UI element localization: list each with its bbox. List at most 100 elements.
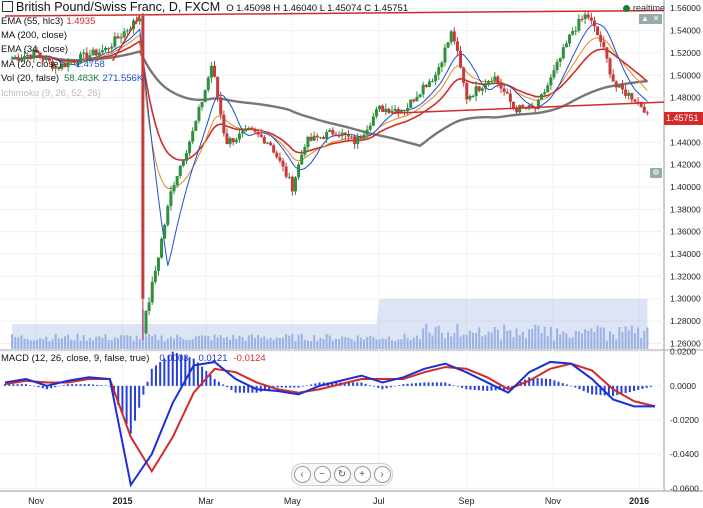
volume-bar xyxy=(132,340,135,349)
candle-body xyxy=(222,114,226,134)
volume-bar xyxy=(11,334,14,349)
volume-bar xyxy=(406,337,409,349)
macd-y-tick-label: -0.0400 xyxy=(670,449,699,459)
y-tick-label: 1.34000 xyxy=(670,249,701,259)
candle-body xyxy=(624,89,628,96)
macd-histogram-bar xyxy=(574,385,577,388)
chevron-left-icon[interactable]: ‹ xyxy=(293,466,311,483)
candle-body xyxy=(387,108,391,113)
indicator-volume[interactable]: Vol (20, false) 58.483K 271.556K xyxy=(1,73,143,84)
indicator-ma20[interactable]: MA (20, close) 1.4758 xyxy=(1,59,105,70)
volume-bar xyxy=(637,327,640,349)
volume-bar xyxy=(116,338,119,349)
volume-bar xyxy=(73,340,76,349)
candle-body xyxy=(259,134,263,138)
volume-bar xyxy=(101,337,104,349)
volume-bar xyxy=(612,334,615,349)
volume-bar xyxy=(275,337,278,349)
candle-body xyxy=(406,108,410,112)
zoom-in-icon[interactable]: + xyxy=(353,466,371,483)
candle-body xyxy=(315,135,319,138)
candle-body xyxy=(41,56,45,61)
indicator-ema55[interactable]: EMA (55, hlc3) 1.4935 xyxy=(1,16,95,27)
indicator-ma200[interactable]: MA (200, close) xyxy=(1,30,67,41)
candle-body xyxy=(337,135,341,137)
macd-histogram-bar xyxy=(565,384,568,386)
volume-bar xyxy=(422,328,425,349)
candle-body xyxy=(642,106,646,113)
candle-body xyxy=(620,84,624,90)
volume-bar xyxy=(633,332,636,349)
volume-bar xyxy=(225,336,228,349)
macd-histogram-bar xyxy=(456,385,459,387)
candle-body xyxy=(66,62,70,67)
indicator-ema34[interactable]: EMA (34, close) xyxy=(1,44,68,55)
volume-bar xyxy=(35,339,38,349)
macd-signal-line xyxy=(4,362,656,474)
macd-y-tick-label: -0.0600 xyxy=(670,483,699,493)
macd-histogram-bar xyxy=(276,385,279,388)
macd-histogram-bar xyxy=(444,382,447,386)
volume-bar xyxy=(313,335,316,349)
macd-histogram-bar xyxy=(297,385,300,388)
candle-body xyxy=(577,18,581,31)
gear-icon[interactable]: ⚙ xyxy=(650,168,662,178)
volume-bar xyxy=(646,327,649,349)
volume-bar xyxy=(26,339,29,349)
candle-body xyxy=(188,141,192,154)
volume-bar xyxy=(459,336,462,349)
candle-body xyxy=(480,88,484,91)
candle-body xyxy=(331,129,335,135)
candle-body xyxy=(79,53,83,63)
volume-bar xyxy=(524,338,527,349)
volume-bar xyxy=(565,333,568,349)
reset-icon[interactable]: ↻ xyxy=(333,466,351,483)
candle-body xyxy=(614,81,618,88)
volume-bar xyxy=(32,340,35,349)
macd-histogram-bar xyxy=(217,381,220,386)
volume-bar xyxy=(85,340,88,349)
candle-body xyxy=(284,166,288,177)
macd-histogram-bar xyxy=(251,385,254,393)
candle-body xyxy=(334,134,338,136)
macd-histogram-bar xyxy=(100,385,103,386)
macd-histogram-bar xyxy=(431,382,434,386)
close-pane-icon[interactable]: ✕ xyxy=(650,14,662,24)
macd-histogram-bar xyxy=(637,385,640,390)
volume-bar xyxy=(272,339,275,349)
volume-bar xyxy=(434,327,437,349)
macd-histogram-bar xyxy=(264,385,266,391)
maximize-icon[interactable]: ▲ xyxy=(639,14,651,24)
macd-y-tick-label: 0.0200 xyxy=(670,347,696,357)
macd-header[interactable]: MACD (12, 26, close, 9, false, true) 0.00… xyxy=(1,353,266,364)
volume-bar xyxy=(166,338,169,349)
macd-histogram-bar xyxy=(414,383,417,386)
candle-body xyxy=(508,93,512,102)
candle-body xyxy=(275,152,279,158)
macd-histogram-bar xyxy=(406,383,409,386)
y-tick-label: 1.32000 xyxy=(670,271,701,281)
macd-histogram-bar xyxy=(163,358,166,386)
volume-bar xyxy=(605,340,608,349)
zoom-out-icon[interactable]: − xyxy=(313,466,331,483)
rise-trendline xyxy=(111,15,141,62)
candle-body xyxy=(431,81,435,83)
macd-histogram-bar xyxy=(16,384,19,386)
indicator-label: EMA (55, hlc3) xyxy=(1,16,64,27)
macd-histogram-bar xyxy=(184,355,187,386)
candle-body xyxy=(57,67,61,69)
chevron-right-icon[interactable]: › xyxy=(373,466,391,483)
volume-bar xyxy=(120,335,123,349)
indicator-value-2: 271.556K xyxy=(102,73,144,84)
candle-body xyxy=(374,109,378,117)
candle-body xyxy=(378,105,382,110)
macd-histogram-bar xyxy=(645,385,648,388)
collapse-square-icon[interactable] xyxy=(2,1,13,12)
volume-bar xyxy=(316,341,319,349)
candle-body xyxy=(418,94,422,97)
volume-bar xyxy=(204,335,207,349)
candle-body xyxy=(564,43,568,48)
indicator-ichimoku[interactable]: Ichimoku (9, 26, 52, 26) xyxy=(1,88,101,99)
volume-bar xyxy=(512,337,515,349)
